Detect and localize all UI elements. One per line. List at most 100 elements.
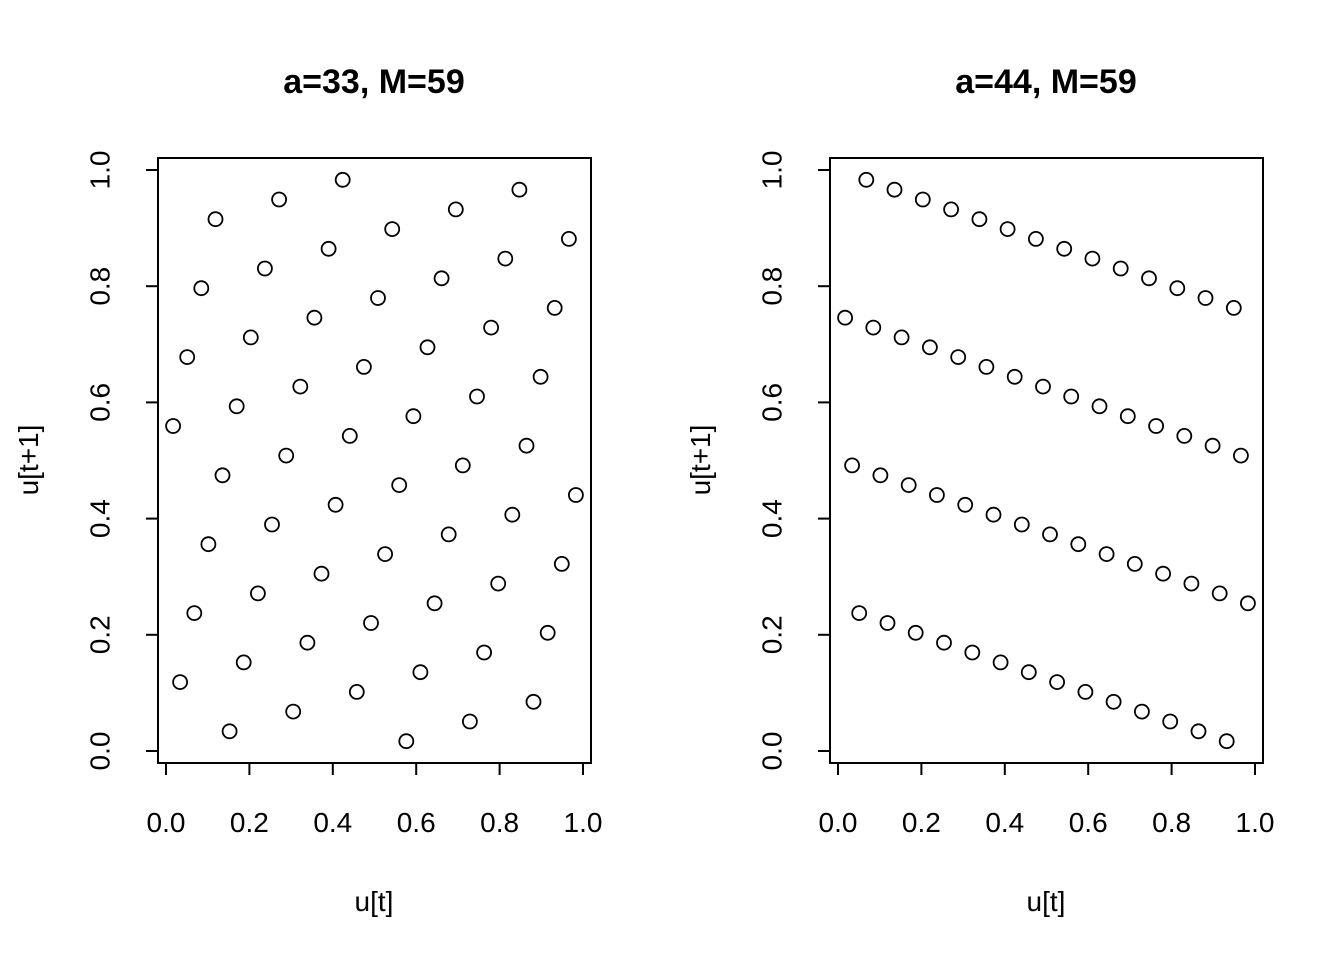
x-tick-label-right: 0.6 xyxy=(1069,807,1108,838)
x-tick-label-right: 1.0 xyxy=(1236,807,1275,838)
y-tick-label-left: 0.8 xyxy=(85,267,116,306)
data-point xyxy=(306,309,323,326)
x-axis-left: 0.0 0.2 0.4 0.6 0.8 1.0 xyxy=(147,762,603,838)
data-point xyxy=(1119,408,1136,425)
x-tick-label-left: 0.4 xyxy=(313,807,352,838)
x-tick-label-right: 0.8 xyxy=(1152,807,1191,838)
x-tick-label-left: 0.2 xyxy=(230,807,269,838)
data-point xyxy=(412,664,429,681)
data-point xyxy=(419,339,436,356)
data-point xyxy=(1204,437,1221,454)
x-axis-label-left: u[t] xyxy=(355,886,394,917)
data-point xyxy=(1091,398,1108,415)
data-point xyxy=(476,644,493,661)
data-point xyxy=(1084,250,1101,267)
data-point xyxy=(929,487,945,503)
data-point xyxy=(334,171,351,188)
data-point xyxy=(249,585,266,602)
y-tick-label-right: 0.4 xyxy=(757,499,788,538)
y-tick-label-left: 0.4 xyxy=(85,499,116,538)
data-point xyxy=(200,536,217,553)
data-point xyxy=(525,693,542,710)
data-point xyxy=(964,644,981,661)
x-tick-label-right: 0.2 xyxy=(902,807,941,838)
data-point xyxy=(264,516,280,533)
data-point xyxy=(172,674,189,690)
x-tick-label-right: 0.4 xyxy=(985,807,1024,838)
data-point xyxy=(483,319,500,336)
x-tick-label-left: 1.0 xyxy=(564,807,603,838)
data-point xyxy=(985,506,1002,523)
data-point xyxy=(490,575,507,592)
y-tick-label-right: 1.0 xyxy=(757,151,788,190)
y-tick-label-left: 0.2 xyxy=(85,615,116,654)
data-point xyxy=(553,556,570,572)
data-point xyxy=(851,605,868,621)
y-axis-label-right: u[t+1] xyxy=(685,425,716,496)
data-point xyxy=(1063,388,1080,405)
data-point xyxy=(1077,684,1094,700)
data-point xyxy=(278,447,295,464)
data-point xyxy=(454,457,471,474)
data-point xyxy=(900,477,917,494)
data-point xyxy=(1028,230,1044,247)
data-point xyxy=(504,506,521,523)
data-point xyxy=(497,250,514,267)
data-point xyxy=(518,437,535,454)
data-point xyxy=(1049,674,1065,690)
data-point xyxy=(391,477,408,494)
data-point xyxy=(922,339,938,356)
points-left xyxy=(165,171,584,750)
data-point xyxy=(1183,575,1200,592)
data-point xyxy=(1013,516,1030,533)
y-tick-label-right: 0.2 xyxy=(757,615,788,654)
plot-frame-right xyxy=(829,157,1264,764)
data-point xyxy=(1141,270,1157,287)
data-point xyxy=(872,467,889,484)
data-point xyxy=(957,496,974,513)
data-point xyxy=(1006,368,1023,385)
data-point xyxy=(1042,526,1058,543)
data-point xyxy=(292,378,309,395)
data-point xyxy=(363,615,379,631)
data-point xyxy=(943,201,959,218)
data-point xyxy=(461,713,478,730)
data-point xyxy=(1112,260,1129,277)
x-tick-label-left: 0.8 xyxy=(480,807,519,838)
data-point xyxy=(341,427,358,444)
data-point xyxy=(858,171,875,188)
points-right xyxy=(837,171,1256,750)
data-point xyxy=(370,290,386,306)
panel-right: a=44, M=59 u[t] u[t+1] 0.0 0.2 0.4 0.6 0.8 1.… xyxy=(685,63,1274,917)
data-point xyxy=(193,280,210,297)
panel-left: a=33, M=59 u[t] u[t+1] 0.0 0.2 0.4 0.6 0.8 1.… xyxy=(13,63,602,917)
data-point xyxy=(1056,240,1073,257)
data-point xyxy=(235,654,252,671)
y-tick-label-left: 0.0 xyxy=(85,732,116,771)
data-point xyxy=(1148,418,1164,434)
data-point xyxy=(1134,703,1150,720)
data-point xyxy=(568,487,584,503)
data-point xyxy=(1197,290,1214,306)
x-axis-right: 0.0 0.2 0.4 0.6 0.8 1.0 xyxy=(819,762,1275,838)
data-point xyxy=(914,191,931,208)
y-axis-right: 0.0 0.2 0.4 0.6 0.8 1.0 xyxy=(757,151,831,770)
data-point xyxy=(313,565,330,582)
data-point xyxy=(978,358,995,375)
y-tick-label-left: 1.0 xyxy=(85,151,116,190)
data-point xyxy=(837,309,853,326)
data-point xyxy=(546,299,563,316)
data-point xyxy=(999,221,1016,238)
data-point xyxy=(207,211,224,228)
plot-frame-left xyxy=(157,157,592,764)
data-point xyxy=(348,684,365,700)
data-point xyxy=(936,634,952,651)
data-point xyxy=(447,201,464,218)
data-point xyxy=(886,181,903,198)
data-point xyxy=(1155,565,1171,582)
data-point xyxy=(440,526,457,543)
data-point xyxy=(1240,595,1256,612)
data-point xyxy=(865,319,882,336)
data-point xyxy=(398,733,415,750)
